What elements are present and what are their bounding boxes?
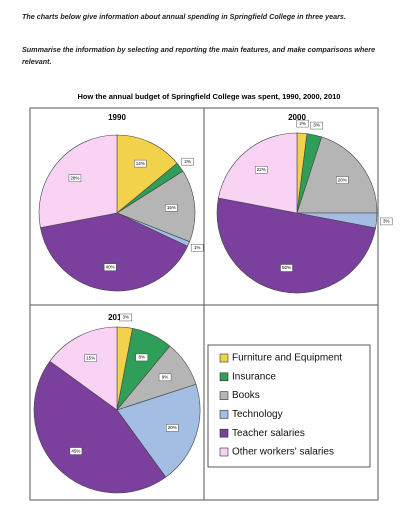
label-box (190, 243, 204, 252)
legend-label: Technology (232, 409, 283, 420)
label-box (280, 264, 293, 272)
label-box (68, 174, 82, 182)
pie-slice (216, 197, 376, 294)
label-box (158, 373, 172, 382)
data-label: 50% (282, 265, 291, 270)
data-label: 20% (338, 177, 347, 182)
label-box (255, 166, 268, 174)
data-label: 9% (162, 375, 169, 380)
label-box (296, 119, 309, 128)
data-label: 40% (106, 264, 115, 269)
data-label: 14% (136, 161, 145, 166)
pie-slice (49, 326, 118, 411)
label-box (310, 121, 323, 130)
data-label: 45% (71, 448, 80, 453)
label-box (134, 159, 147, 168)
data-label: 15% (86, 355, 95, 360)
data-label: 3% (122, 315, 129, 320)
label-box (380, 217, 393, 226)
instruction: Summarise the information by selecting a… (22, 45, 376, 66)
pie-slice (116, 170, 196, 243)
data-label: 2% (184, 159, 191, 164)
label-box (84, 354, 97, 362)
instruction: The charts below give information about … (22, 12, 346, 21)
figure-title: How the annual budget of Springfield Col… (78, 92, 341, 101)
legend-label: Furniture and Equipment (232, 353, 342, 364)
label-box (69, 447, 83, 455)
legend-box (207, 344, 371, 468)
label-box (103, 263, 117, 271)
data-label: 8% (138, 355, 145, 360)
pie-slice (116, 383, 201, 478)
legend-label: Teacher salaries (232, 428, 305, 439)
legend-swatch (219, 428, 229, 438)
legend-swatch (219, 372, 229, 382)
data-label: 3% (313, 123, 320, 128)
pie-slice (40, 212, 188, 292)
legend-label: Insurance (232, 371, 276, 382)
data-label: 15% (167, 205, 176, 210)
label-box (166, 424, 179, 432)
label-box (181, 157, 194, 166)
label-box (165, 204, 178, 212)
data-label: 20% (168, 425, 177, 430)
pie-slice (33, 360, 167, 494)
pie-slice (116, 134, 178, 214)
pie-slice (296, 136, 378, 214)
data-label: 22% (257, 167, 266, 172)
label-box (119, 313, 132, 322)
chart-title: 1990 (108, 113, 126, 122)
legend-label: Other workers' salaries (232, 447, 334, 458)
legend-label: Books (232, 390, 260, 401)
data-label: 1% (194, 245, 201, 250)
legend-swatch (219, 391, 229, 400)
legend-swatch (219, 447, 229, 457)
legend-swatch (219, 410, 229, 419)
chart-title: 2000 (288, 113, 306, 122)
label-box (135, 353, 148, 362)
data-label: 2% (299, 121, 306, 126)
chart-title: 2010 (108, 313, 126, 322)
data-label: 28% (70, 175, 79, 180)
label-box (336, 176, 349, 184)
legend-swatch (219, 353, 229, 363)
data-label: 3% (383, 219, 390, 224)
